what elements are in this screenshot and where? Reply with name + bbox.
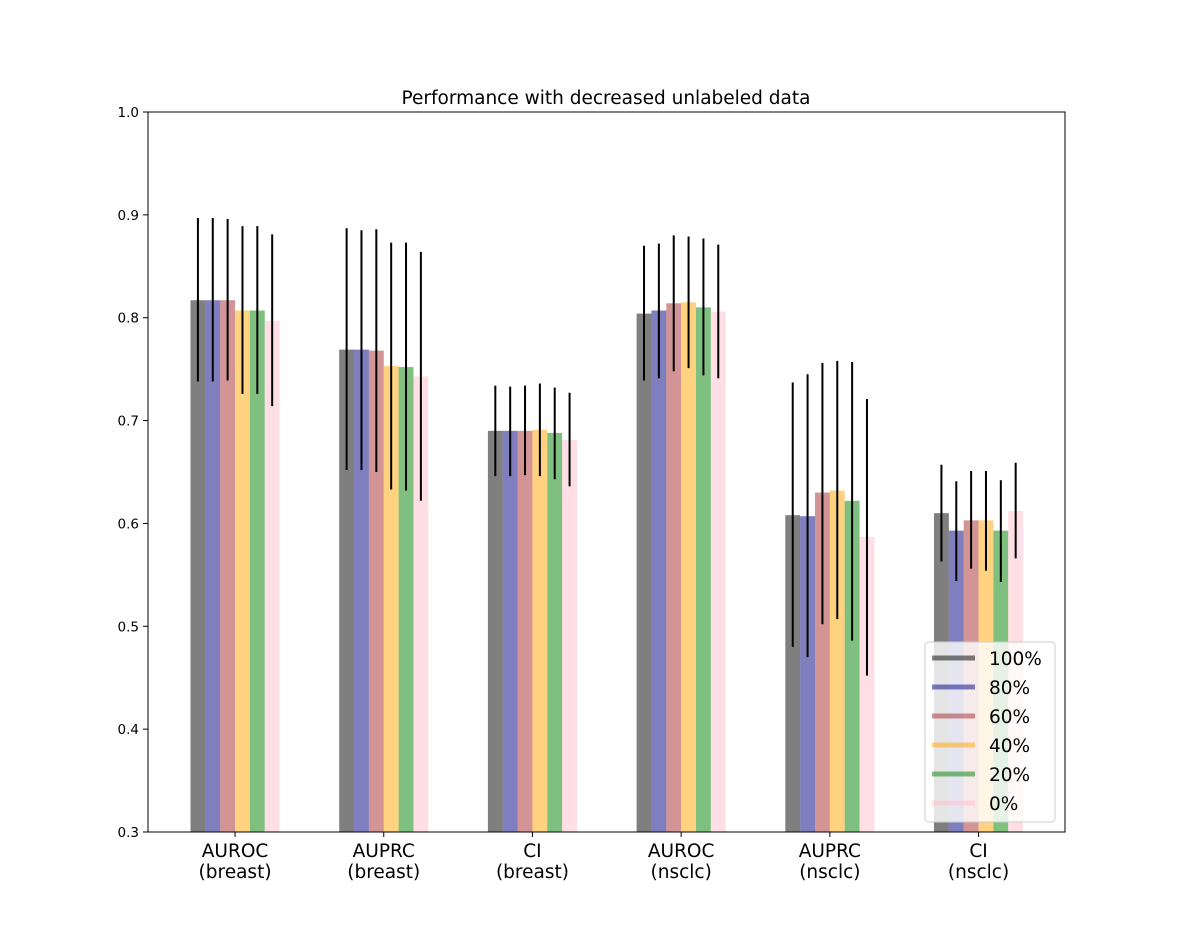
- x-tick-label: AUROC: [202, 841, 269, 862]
- bar: [264, 320, 280, 832]
- x-tick-label: CI: [523, 841, 541, 862]
- bar: [339, 349, 355, 832]
- plot-frame: [147, 111, 1066, 833]
- x-tick-label: AUPRC: [799, 841, 861, 862]
- x-tick-label: AUPRC: [353, 841, 415, 862]
- bar: [190, 300, 206, 832]
- x-axis: AUROC(breast)AUPRC(breast)CI(breast)AURO…: [199, 832, 1009, 883]
- y-axis: 0.3 0.4 0.5 0.6 0.7 0.8 0.9 1.0: [118, 105, 148, 841]
- bar: [829, 490, 845, 832]
- bar: [235, 310, 250, 832]
- y-tick-label: 0.8: [118, 311, 139, 327]
- bar: [815, 492, 830, 832]
- bar: [636, 313, 652, 833]
- bar: [368, 350, 384, 832]
- bar: [651, 310, 667, 832]
- y-tick-label: 0.3: [118, 825, 139, 841]
- bar: [785, 515, 801, 832]
- x-tick-label: (nsclc): [799, 862, 860, 883]
- bar: [487, 430, 503, 832]
- bar: [710, 311, 726, 832]
- y-tick-label: 0.7: [118, 414, 139, 430]
- x-tick-label: AUROC: [648, 841, 715, 862]
- bar: [844, 500, 860, 832]
- legend-label: 80%: [989, 678, 1030, 699]
- bar: [859, 536, 875, 832]
- error-bars-layer: [196, 217, 1017, 676]
- legend-label: 100%: [989, 649, 1042, 670]
- bar: [800, 516, 815, 832]
- bar: [383, 366, 399, 832]
- y-tick-label: 0.5: [118, 619, 139, 635]
- bar: [547, 432, 563, 832]
- y-tick-label: 0.9: [118, 208, 139, 224]
- x-tick-label: (nsclc): [651, 862, 712, 883]
- chart-title: Performance with decreased unlabeled dat…: [402, 88, 811, 109]
- bar: [205, 300, 221, 832]
- bar: [696, 307, 711, 832]
- x-tick-label: (breast): [199, 862, 272, 883]
- bar: [413, 376, 429, 832]
- y-tick-label: 0.6: [118, 516, 139, 532]
- bar: [681, 302, 696, 832]
- bar: [398, 367, 414, 832]
- y-tick-label: 0.4: [118, 722, 139, 738]
- legend-label: 60%: [989, 707, 1030, 728]
- legend-label: 40%: [989, 736, 1030, 757]
- bar: [354, 349, 369, 832]
- bar: [666, 303, 682, 832]
- bar: [502, 430, 518, 832]
- x-tick-label: (nsclc): [948, 862, 1009, 883]
- bar: [562, 440, 577, 832]
- bar: [532, 429, 548, 832]
- bar: [517, 430, 533, 832]
- legend-label: 0%: [989, 794, 1018, 815]
- bar: [249, 310, 265, 832]
- y-tick-label: 1.0: [118, 105, 139, 121]
- x-tick-label: CI: [969, 841, 987, 862]
- legend: 100% 80% 60% 40% 20% 0%: [924, 641, 1056, 823]
- x-tick-label: (breast): [496, 862, 569, 883]
- legend-label: 20%: [989, 765, 1030, 786]
- bar: [220, 300, 236, 832]
- x-tick-label: (breast): [347, 862, 420, 883]
